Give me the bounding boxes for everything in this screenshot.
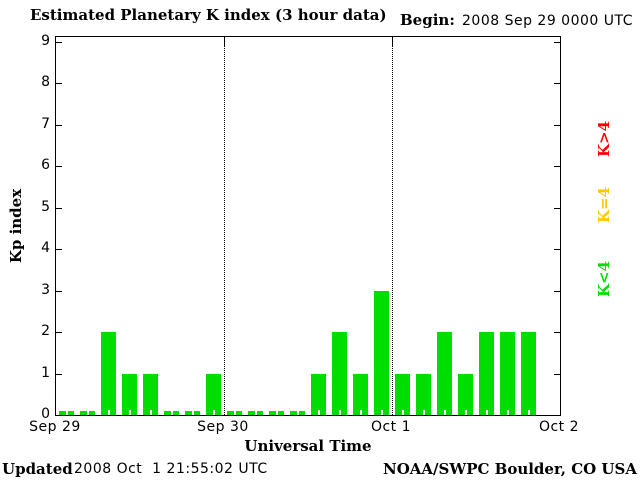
x-minor-tick: [317, 410, 320, 415]
top-axis-tick: [224, 37, 225, 47]
chart-title: Estimated Planetary K index (3 hour data…: [30, 6, 387, 24]
y-tick-label: 9: [41, 33, 50, 49]
y-axis-tick: [56, 332, 62, 333]
begin-label: Begin:: [400, 11, 455, 29]
x-minor-tick: [527, 410, 530, 415]
kp-bar: [59, 410, 74, 415]
y-axis-tick: [56, 291, 62, 292]
y-tick-label: 4: [41, 240, 50, 256]
kp-bar: [311, 374, 326, 415]
kp-bar: [269, 410, 284, 415]
y-tick-label: 1: [41, 365, 50, 381]
kp-bar: [374, 291, 389, 415]
day-boundary-gridline: [224, 37, 225, 415]
kp-bar: [353, 374, 368, 415]
x-minor-tick: [212, 410, 215, 415]
y-axis-tick: [554, 166, 560, 167]
x-tick-label: Oct 2: [538, 419, 580, 435]
updated-timestamp: 2008 Oct 1 21:55:02 UTC: [74, 461, 268, 477]
kp-bar: [80, 410, 95, 415]
kp-bar: [164, 410, 179, 415]
plot-area: [55, 36, 561, 416]
x-minor-tick: [359, 410, 362, 415]
kp-bar: [416, 374, 431, 415]
y-tick-label: 3: [41, 282, 50, 298]
y-tick-label: 8: [41, 74, 50, 90]
kp-bar: [248, 410, 263, 415]
kp-bar: [437, 332, 452, 415]
y-axis-tick: [554, 291, 560, 292]
kp-bar: [458, 374, 473, 415]
kp-bar: [185, 410, 200, 415]
y-axis-tick: [56, 83, 62, 84]
kp-bar: [332, 332, 347, 415]
x-minor-tick: [401, 410, 404, 415]
y-axis-tick: [56, 166, 62, 167]
y-axis-title: Kp index: [7, 188, 25, 264]
x-minor-tick: [170, 410, 173, 415]
x-minor-tick: [191, 410, 194, 415]
y-tick-label: 5: [41, 199, 50, 215]
kp-bar: [395, 374, 410, 415]
y-axis-tick: [56, 125, 62, 126]
legend-item: K<4: [595, 260, 613, 298]
y-axis-tick: [554, 42, 560, 43]
kp-bar: [479, 332, 494, 415]
x-axis-title: Universal Time: [244, 437, 372, 455]
y-axis-tick: [554, 208, 560, 209]
y-axis-tick: [554, 374, 560, 375]
x-minor-tick: [254, 410, 257, 415]
x-minor-tick: [128, 410, 131, 415]
updated-label: Updated: [2, 460, 73, 478]
x-minor-tick: [485, 410, 488, 415]
x-minor-tick: [422, 410, 425, 415]
kp-bar: [143, 374, 158, 415]
x-minor-tick: [443, 410, 446, 415]
y-axis-tick: [554, 83, 560, 84]
x-minor-tick: [107, 410, 110, 415]
x-minor-tick: [233, 410, 236, 415]
y-axis-tick: [56, 42, 62, 43]
x-minor-tick: [86, 410, 89, 415]
y-tick-label: 6: [41, 157, 50, 173]
y-tick-label: 2: [41, 323, 50, 339]
top-axis-tick: [392, 37, 393, 47]
x-minor-tick: [275, 410, 278, 415]
x-minor-tick: [464, 410, 467, 415]
y-axis-tick: [56, 374, 62, 375]
y-tick-label: 0: [41, 406, 50, 422]
kp-bar: [122, 374, 137, 415]
x-minor-tick: [296, 410, 299, 415]
day-boundary-gridline: [392, 37, 393, 415]
x-tick-label: Sep 29: [29, 419, 81, 435]
x-tick-label: Oct 1: [370, 419, 412, 435]
kp-bar: [290, 410, 305, 415]
y-axis-tick: [56, 208, 62, 209]
kp-bar: [521, 332, 536, 415]
x-tick-label: Sep 30: [197, 419, 249, 435]
kp-bar: [227, 410, 242, 415]
legend-item: K>4: [595, 120, 613, 158]
x-minor-tick: [338, 410, 341, 415]
x-minor-tick: [380, 410, 383, 415]
y-axis-tick: [56, 249, 62, 250]
x-minor-tick: [149, 410, 152, 415]
legend-item: K=4: [595, 186, 613, 224]
y-axis-tick: [554, 249, 560, 250]
kp-bar: [101, 332, 116, 415]
y-axis-tick: [554, 125, 560, 126]
y-tick-label: 7: [41, 116, 50, 132]
x-minor-tick: [65, 410, 68, 415]
x-minor-tick: [506, 410, 509, 415]
kp-bar: [500, 332, 515, 415]
kp-bar: [206, 374, 221, 415]
begin-value: 2008 Sep 29 0000 UTC: [462, 13, 634, 29]
y-axis-tick: [554, 332, 560, 333]
source-attribution: NOAA/SWPC Boulder, CO USA: [382, 460, 637, 478]
